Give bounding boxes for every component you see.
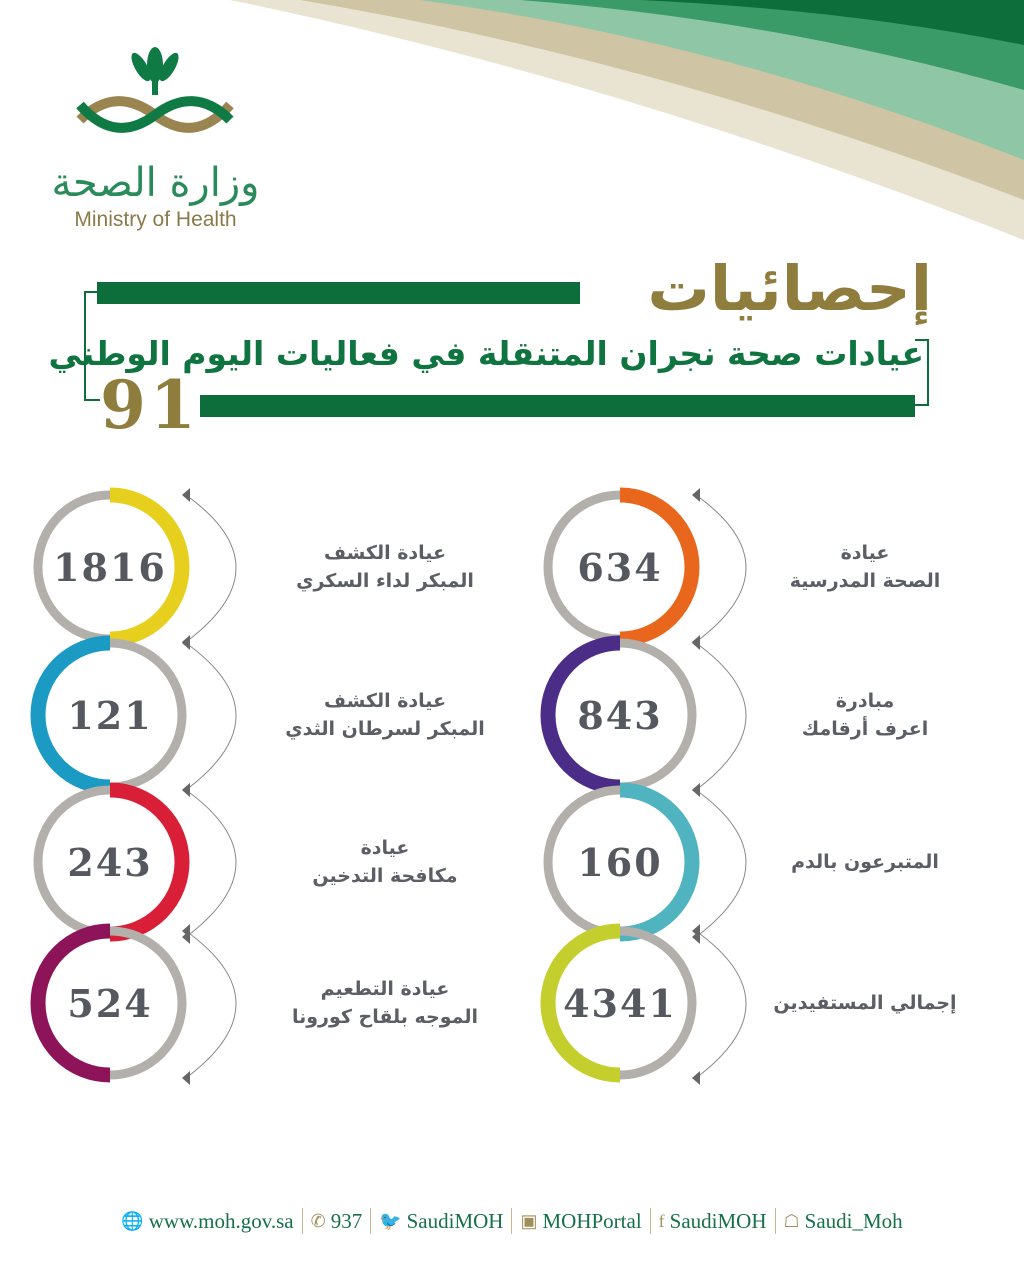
divider [301, 1208, 303, 1234]
stat-ring-121: 121 [30, 635, 237, 797]
connector-arc [695, 789, 747, 938]
arrowhead-icon [182, 783, 190, 797]
ring-highlight [619, 782, 700, 942]
twitter-icon: 🐦 [379, 1210, 402, 1231]
stat-ring-243: 243 [33, 782, 237, 944]
divider [370, 1208, 372, 1234]
stat-label-line: عيادة الكشف [323, 690, 447, 712]
stat-label: عيادة الصحة المدرسية [735, 539, 995, 595]
stat-label-line: عيادة [360, 837, 410, 859]
title-bar [97, 282, 580, 304]
arrowhead-icon [692, 488, 700, 502]
youtube-icon: ▣ [520, 1210, 538, 1231]
footer-link[interactable]: ✆ 937 [303, 1209, 371, 1234]
ring-highlight [30, 923, 111, 1083]
stat-label: مبادرة اعرف أرقامك [735, 687, 995, 743]
ring-highlight [109, 487, 190, 647]
stat-label: عيادة مكافحة التدخين [255, 834, 515, 890]
stat-label: عيادة الكشف المبكر لداء السكري [255, 539, 515, 595]
stat-ring-4341: 4341 [540, 923, 747, 1085]
moh-logo-emblem [76, 47, 234, 133]
stat-ring-1816: 1816 [33, 487, 237, 649]
arrowhead-icon [692, 636, 700, 650]
footer-contacts: 🌐 www.moh.gov.sa ✆ 937 🐦 SaudiMOH ▣ MOHPortal f S… [0, 1208, 1024, 1234]
footer-link-text: www.moh.gov.sa [148, 1208, 294, 1233]
stat-ring-160: 160 [543, 782, 747, 944]
ring-highlight [619, 487, 700, 647]
phone-icon: ✆ [310, 1210, 326, 1231]
stat-value: 1816 [53, 545, 167, 590]
page-title: إحصائيات [647, 252, 932, 325]
arrowhead-icon [182, 636, 190, 650]
stat-value: 121 [67, 693, 152, 738]
stat-label-line: عيادة الكشف [323, 542, 447, 564]
arrowhead-icon [692, 783, 700, 797]
stat-label-line: المبكر لداء السكري [296, 570, 474, 592]
stat-label: عيادة الكشف المبكر لسرطان الثدي [255, 687, 515, 743]
stat-ring-634: 634 [543, 487, 747, 649]
divider [649, 1208, 651, 1234]
connector-arc [185, 930, 237, 1079]
logo-arabic-text: وزارة الصحة [51, 160, 260, 206]
stat-value: 160 [577, 840, 662, 885]
stat-label: عيادة التطعيم الموجه بلقاح كورونا [255, 975, 515, 1031]
stat-label-line: المبكر لسرطان الثدي [285, 718, 485, 740]
arrowhead-icon [182, 1071, 190, 1085]
national-day-number: 91 [100, 366, 200, 444]
ring-highlight [540, 635, 621, 795]
connector-arc [185, 642, 237, 791]
stat-value: 243 [67, 840, 152, 885]
stat-label-line: مكافحة التدخين [312, 865, 458, 887]
page-subtitle: عيادات صحة نجران المتنقلة في فعاليات الي… [48, 334, 924, 373]
decorative-swoosh [230, 0, 1024, 240]
arrowhead-icon [692, 1071, 700, 1085]
footer-link-text: SaudiMOH [669, 1208, 767, 1233]
footer-link[interactable]: 🐦 SaudiMOH [371, 1209, 511, 1234]
stat-label-line: مبادرة [835, 690, 895, 712]
stat-label-line: عيادة التطعيم [320, 978, 450, 1000]
number-bar [200, 395, 915, 417]
footer-link[interactable]: f SaudiMOH [651, 1209, 775, 1234]
connector-arc [695, 494, 747, 643]
stat-value: 524 [67, 981, 152, 1026]
snapchat-icon: ☖ [783, 1210, 800, 1231]
stat-label-line: الموجه بلقاح كورونا [291, 1006, 479, 1028]
stat-value: 634 [577, 545, 662, 590]
ring-highlight [30, 635, 111, 795]
stat-ring-843: 843 [540, 635, 747, 797]
ring-highlight [540, 923, 621, 1083]
footer-link-text: 937 [330, 1208, 363, 1233]
header-frame [84, 291, 929, 406]
arrowhead-icon [182, 924, 190, 938]
footer-link[interactable]: ▣ MOHPortal [512, 1209, 649, 1234]
stat-value: 4341 [563, 981, 677, 1026]
arrowhead-icon [692, 924, 700, 938]
stat-label-line: إجمالي المستفيدين [773, 992, 957, 1014]
connector-arc [185, 494, 237, 643]
footer-link[interactable]: 🌐 www.moh.gov.sa [113, 1209, 301, 1234]
footer-link-text: SaudiMOH [406, 1208, 504, 1233]
stat-label-line: اعرف أرقامك [801, 718, 929, 740]
footer-link[interactable]: ☖ Saudi_Moh [776, 1209, 911, 1234]
stat-label-line: المتبرعون بالدم [791, 851, 939, 873]
footer-link-text: MOHPortal [542, 1208, 642, 1233]
connector-arc [695, 930, 747, 1079]
connector-arc [695, 642, 747, 791]
divider [774, 1208, 776, 1234]
stat-label-line: عيادة [840, 542, 890, 564]
logo-english-text: Ministry of Health [74, 208, 237, 231]
stat-ring-524: 524 [30, 923, 237, 1085]
arrowhead-icon [182, 488, 190, 502]
facebook-icon: f [658, 1210, 665, 1231]
divider [511, 1208, 513, 1234]
footer-link-text: Saudi_Moh [804, 1208, 903, 1233]
ring-highlight [109, 782, 190, 942]
stat-label-line: الصحة المدرسية [789, 570, 941, 592]
stat-label: إجمالي المستفيدين [735, 989, 995, 1017]
stat-value: 843 [577, 693, 662, 738]
globe-icon: 🌐 [121, 1210, 144, 1231]
connector-arc [185, 789, 237, 938]
stat-label: المتبرعون بالدم [735, 848, 995, 876]
